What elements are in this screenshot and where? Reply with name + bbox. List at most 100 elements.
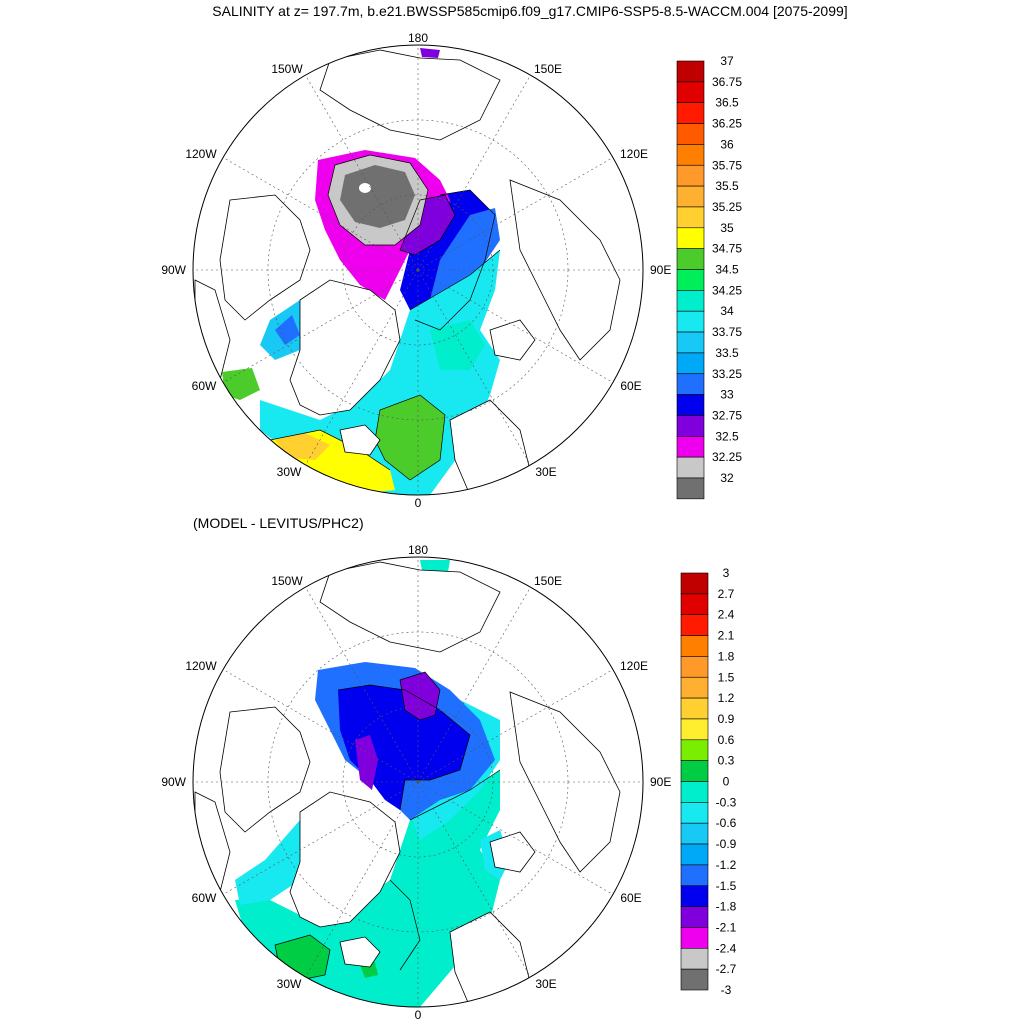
colorbar-swatch — [680, 864, 709, 887]
colorbar-tick-label: 36.75 — [712, 75, 742, 89]
lon-label-180: 180 — [408, 31, 428, 45]
landmasses — [194, 561, 621, 1007]
colorbar-swatch — [680, 843, 709, 866]
lon-label-30w: 30W — [277, 465, 302, 479]
difference-field — [193, 557, 643, 1007]
lon-label-150w: 150W — [271, 62, 303, 76]
colorbar-swatch — [680, 614, 709, 636]
colorbar-tick-label: 35.5 — [715, 179, 739, 193]
colorbar-tick-label: 34.25 — [712, 283, 742, 297]
colorbar-tick-label: -0.9 — [716, 837, 737, 851]
lon-label-90w: 90W — [161, 775, 186, 789]
lon-label-30w: 30W — [277, 977, 302, 991]
salinity-field — [193, 45, 643, 495]
colorbar-swatch — [680, 906, 709, 928]
field-top-spot — [420, 560, 450, 572]
colorbar-swatch — [680, 656, 709, 678]
field-labrador-green — [222, 368, 260, 400]
lon-label-120e: 120E — [620, 659, 648, 673]
field-top-spot — [420, 48, 440, 58]
colorbar-tick-label: 2.4 — [718, 608, 735, 622]
lon-label-30e: 30E — [535, 465, 556, 479]
colorbar-tick-label: 34 — [720, 304, 734, 318]
colorbar-tick-label: 35 — [720, 221, 734, 235]
colorbar-tick-label: 33.75 — [712, 325, 742, 339]
colorbar-tick-label: 34.75 — [712, 242, 742, 256]
alaska-chukotka — [319, 49, 501, 141]
colorbar-tick-label: 32.25 — [712, 450, 742, 464]
colorbar-swatch — [680, 593, 709, 615]
colorbar-swatch — [680, 739, 709, 761]
colorbar-tick-label: 1.8 — [718, 649, 735, 663]
colorbar-swatch — [680, 697, 709, 720]
map-border — [192, 556, 644, 1008]
graticule — [193, 45, 643, 495]
colorbar-tick-label: 32 — [720, 471, 734, 485]
colorbar-tick-label: -1.5 — [716, 879, 737, 893]
lon-label-180: 180 — [408, 543, 428, 557]
colorbar-tick-label: 0.6 — [718, 733, 735, 747]
lon-label-150w: 150W — [271, 574, 303, 588]
colorbar-tick-label: 36.5 — [715, 96, 739, 110]
colorbar-tick-label: 36 — [720, 137, 734, 151]
colorbar-tick-label: 33.5 — [715, 346, 739, 360]
iceland — [339, 936, 381, 968]
colorbar-tick-label: 34.5 — [715, 263, 739, 277]
colorbar-tick-label: 36.25 — [712, 117, 742, 131]
lon-label-90e: 90E — [650, 775, 671, 789]
alaska-chukotka — [319, 561, 501, 653]
svalbard — [489, 831, 536, 873]
graticule — [193, 557, 643, 1007]
colorbar-tick-label: -3 — [721, 983, 732, 997]
colorbar-tick-label: 3 — [723, 566, 730, 580]
colorbar-tick-label: -1.2 — [716, 858, 737, 872]
field-dark-gray — [340, 165, 415, 228]
colorbar-tick-label: 0.3 — [718, 754, 735, 768]
colorbar-swatch — [680, 885, 709, 907]
lon-label-150e: 150E — [534, 574, 562, 588]
lon-label-0: 0 — [415, 1008, 422, 1022]
field-light-cyan — [430, 320, 485, 370]
colorbar-tick-label: 32.75 — [712, 408, 742, 422]
colorbar-tick-label: -0.6 — [716, 816, 737, 830]
svalbard — [489, 319, 536, 361]
figure-title: SALINITY at z= 197.7m, b.e21.BWSSP585cmi… — [212, 3, 848, 19]
colorbar-difference: 3 2.7 2.4 2.1 1.8 1.5 1.2 0.9 0.6 0.3 0 -0.3 -0.6 -0.… — [680, 566, 737, 997]
colorbar-tick-label: -2.7 — [716, 962, 737, 976]
colorbar-tick-label: 2.1 — [718, 629, 735, 643]
field-purple — [400, 672, 440, 720]
colorbar-swatch — [680, 635, 709, 657]
field-orange — [275, 433, 330, 460]
colorbar-tick-label: 37 — [720, 54, 734, 68]
colorbar-tick-label: 35.25 — [712, 200, 742, 214]
lon-label-120w: 120W — [185, 659, 217, 673]
iceland — [339, 424, 381, 456]
canada-archipelago — [219, 706, 311, 833]
lon-label-60w: 60W — [192, 891, 217, 905]
colorbar-tick-label: -1.8 — [716, 900, 737, 914]
field-mid-blue — [430, 208, 500, 300]
colorbar-swatch — [680, 572, 709, 595]
colorbar-swatch — [680, 781, 709, 803]
colorbar-swatch — [676, 477, 705, 500]
colorbar-tick-label: 1.2 — [718, 691, 735, 705]
lon-label-60w: 60W — [192, 379, 217, 393]
colorbar-tick-label: 1.5 — [718, 670, 735, 684]
colorbar-swatch — [680, 947, 709, 970]
salinity-map: 180 150W 150E 120W 120E 90W 90E 60W 60E … — [161, 31, 742, 510]
colorbar-swatch — [680, 968, 709, 991]
colorbar-tick-label: 33.25 — [712, 367, 742, 381]
colorbar-tick-label: 0.9 — [718, 712, 735, 726]
colorbar-swatch — [680, 927, 709, 949]
difference-panel-title: (MODEL - LEVITUS/PHC2) — [193, 515, 364, 531]
field-green — [375, 395, 445, 480]
lon-label-60e: 60E — [620, 891, 641, 905]
field-baffin-blue — [275, 315, 300, 345]
colorbar-tick-label: 35.75 — [712, 158, 742, 172]
colorbar-salinity: 37 36.75 36.5 36.25 36 35.75 35.5 35.25 35 34.75 3… — [676, 54, 742, 500]
field-white-spot — [359, 183, 371, 193]
colorbar-swatch — [680, 822, 709, 845]
colorbar-tick-label: 32.5 — [715, 429, 739, 443]
colorbar-tick-label: -2.4 — [716, 941, 737, 955]
